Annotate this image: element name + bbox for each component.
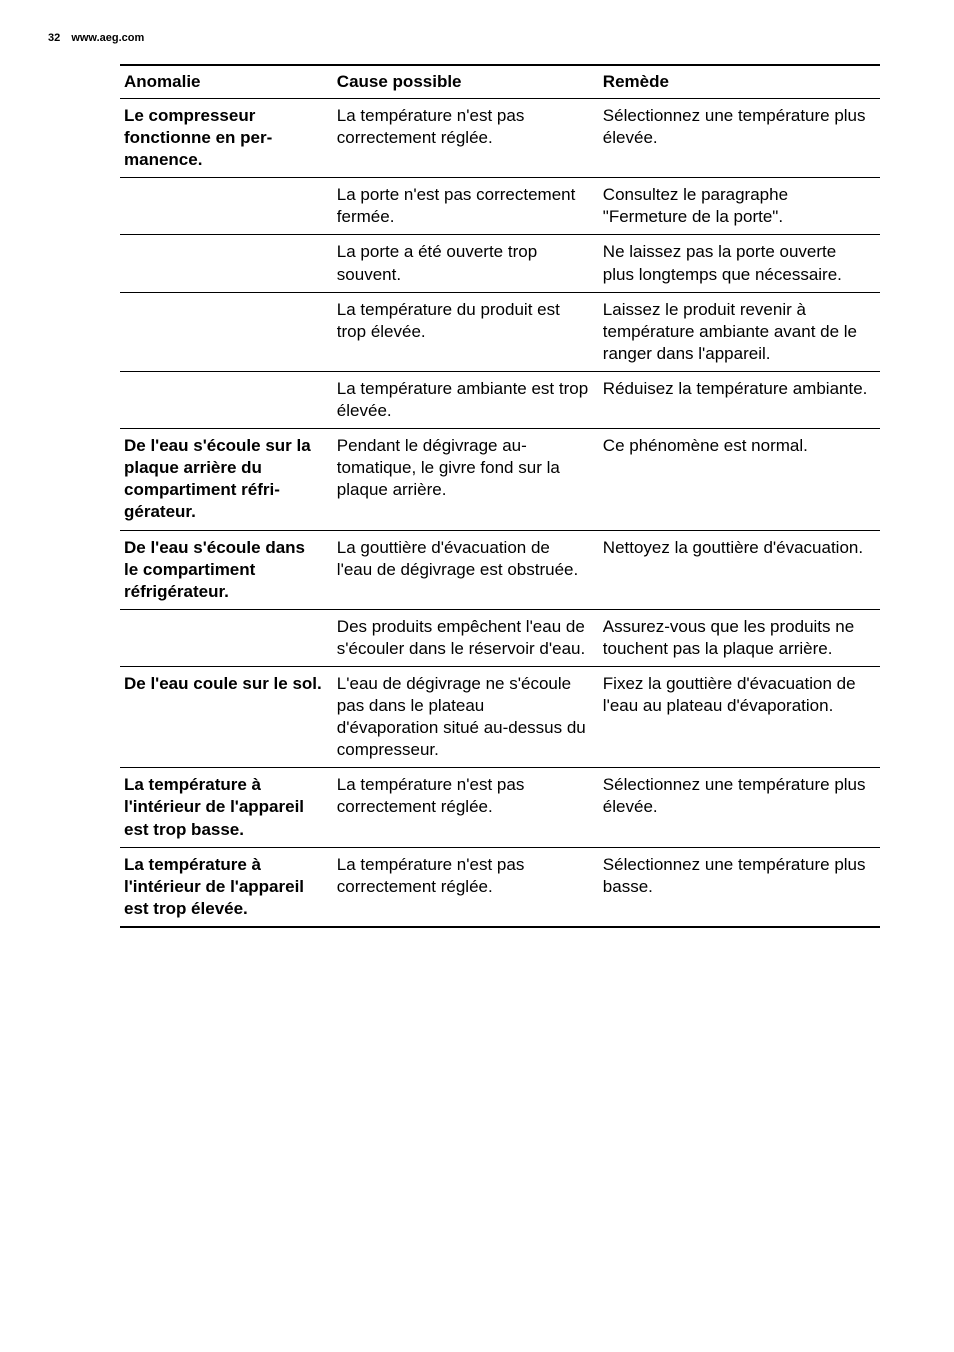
cell-anomaly: De l'eau coule sur le sol. — [120, 666, 333, 767]
cell-anomaly: Le compresseur fonctionne en per­manence… — [120, 99, 333, 178]
cell-cause: La température du pro­duit est trop élev… — [333, 292, 599, 371]
table-row: De l'eau coule sur le sol.L'eau de dégiv… — [120, 666, 880, 767]
cell-anomaly — [120, 371, 333, 428]
cell-remedy: Réduisez la température ambiante. — [599, 371, 880, 428]
troubleshoot-table: Anomalie Cause possible Remède Le compre… — [120, 64, 880, 928]
table-row: La température à l'intérieur de l'appa­r… — [120, 847, 880, 927]
cell-cause: La température n'est pas correctement ré… — [333, 847, 599, 927]
table-row: Le compresseur fonctionne en per­manence… — [120, 99, 880, 178]
cell-anomaly — [120, 609, 333, 666]
cell-remedy: Assurez-vous que les pro­duits ne touche… — [599, 609, 880, 666]
table-row: La température à l'intérieur de l'appa­r… — [120, 768, 880, 847]
cell-remedy: Ce phénomène est nor­mal. — [599, 429, 880, 530]
page-header: 32 www.aeg.com — [48, 32, 906, 44]
table-row: De l'eau s'écoule sur la plaque arrière … — [120, 429, 880, 530]
cell-anomaly: La température à l'intérieur de l'appa­r… — [120, 768, 333, 847]
cell-remedy: Ne laissez pas la porte ou­verte plus lo… — [599, 235, 880, 292]
cell-cause: La température n'est pas correctement ré… — [333, 99, 599, 178]
cell-remedy: Consultez le paragraphe "Fermeture de la… — [599, 178, 880, 235]
table-row: De l'eau s'écoule dans le comparti­ment … — [120, 530, 880, 609]
cell-cause: La porte n'est pas correc­tement fermée. — [333, 178, 599, 235]
table-row: La température du pro­duit est trop élev… — [120, 292, 880, 371]
cell-remedy: Sélectionnez une tempéra­ture plus élevé… — [599, 768, 880, 847]
header-cause: Cause possible — [333, 65, 599, 99]
cell-anomaly: De l'eau s'écoule dans le comparti­ment … — [120, 530, 333, 609]
table-row: Des produits empêchent l'eau de s'écoule… — [120, 609, 880, 666]
table-header-row: Anomalie Cause possible Remède — [120, 65, 880, 99]
table-row: La porte n'est pas correc­tement fermée.… — [120, 178, 880, 235]
cell-cause: La porte a été ouverte trop souvent. — [333, 235, 599, 292]
table-row: La température ambiante est trop élevée.… — [120, 371, 880, 428]
cell-anomaly: De l'eau s'écoule sur la plaque arrière … — [120, 429, 333, 530]
site-url: www.aeg.com — [71, 32, 144, 44]
cell-anomaly — [120, 178, 333, 235]
header-remedy: Remède — [599, 65, 880, 99]
cell-remedy: Sélectionnez une tempéra­ture plus basse… — [599, 847, 880, 927]
cell-anomaly — [120, 235, 333, 292]
table-row: La porte a été ouverte trop souvent.Ne l… — [120, 235, 880, 292]
table-body: Le compresseur fonctionne en per­manence… — [120, 99, 880, 927]
cell-cause: Des produits empêchent l'eau de s'écoule… — [333, 609, 599, 666]
cell-cause: L'eau de dégivrage ne s'écoule pas dans … — [333, 666, 599, 767]
cell-cause: La gouttière d'évacuation de l'eau de dé… — [333, 530, 599, 609]
cell-remedy: Laissez le produit revenir à température… — [599, 292, 880, 371]
cell-remedy: Fixez la gouttière d'éva­cuation de l'ea… — [599, 666, 880, 767]
cell-remedy: Sélectionnez une tempéra­ture plus élevé… — [599, 99, 880, 178]
cell-anomaly — [120, 292, 333, 371]
cell-anomaly: La température à l'intérieur de l'appa­r… — [120, 847, 333, 927]
cell-cause: La température n'est pas correctement ré… — [333, 768, 599, 847]
header-anomaly: Anomalie — [120, 65, 333, 99]
cell-cause: Pendant le dégivrage au­tomatique, le gi… — [333, 429, 599, 530]
page-number: 32 — [48, 32, 60, 44]
cell-remedy: Nettoyez la gouttière d'évacuation. — [599, 530, 880, 609]
cell-cause: La température ambiante est trop élevée. — [333, 371, 599, 428]
